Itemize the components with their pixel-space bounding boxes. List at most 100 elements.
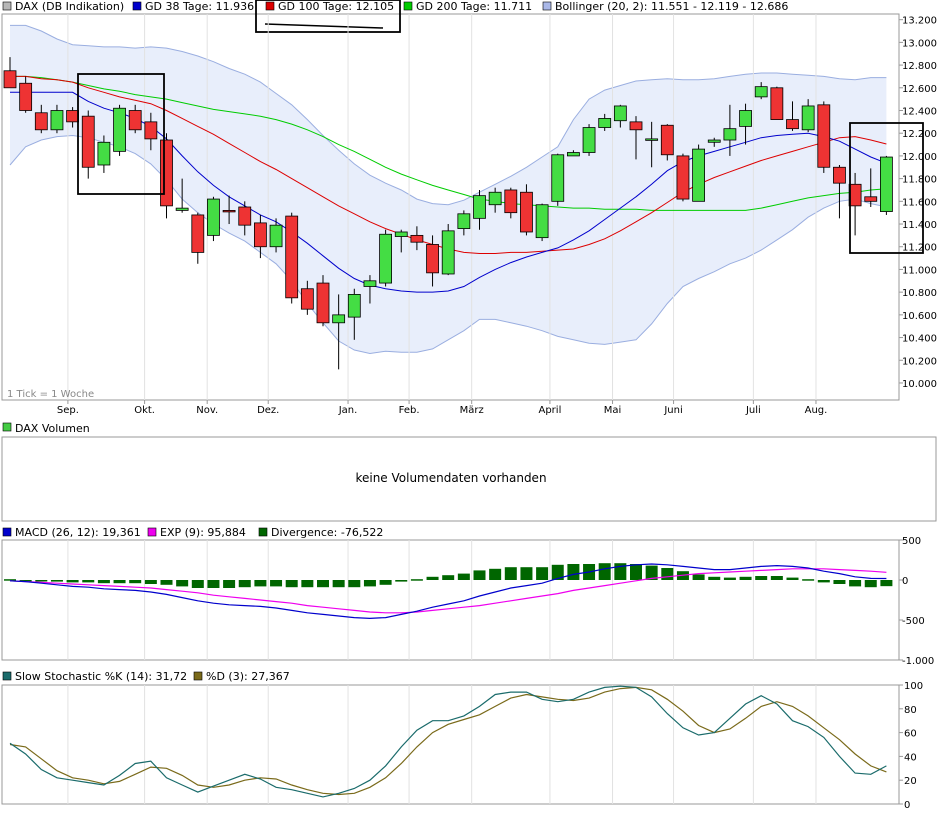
macd-panel: MACD (26, 12): 19,361 EXP (9): 95,884 Dive… bbox=[1, 526, 934, 667]
divergence-bar-4 bbox=[66, 580, 79, 583]
divergence-bar-16 bbox=[254, 580, 267, 587]
macd-divergence-bars bbox=[4, 563, 893, 588]
macd-ytick-label-0: -1.000 bbox=[902, 656, 934, 667]
divergence-bar-1 bbox=[19, 580, 32, 582]
candle-body-51 bbox=[801, 105, 815, 131]
x-tick-label-6: März bbox=[460, 405, 484, 416]
legend-label-2: Divergence: -76,522 bbox=[271, 526, 383, 539]
legend-swatch-4 bbox=[542, 1, 552, 11]
candle-body-17 bbox=[269, 224, 283, 248]
divergence-bar-49 bbox=[770, 576, 783, 580]
stoch-ytick-label-3: 60 bbox=[904, 729, 917, 740]
exp-line bbox=[9, 568, 887, 614]
candle-body-29 bbox=[457, 213, 471, 229]
stochastic-panel-frame bbox=[1, 684, 900, 805]
divergence-bar-53 bbox=[833, 580, 846, 584]
divergence-bar-55 bbox=[864, 580, 877, 588]
price-ytick-label-2: 10.400 bbox=[902, 334, 937, 345]
price-x-axis: Sep. Okt. Nov. Dez. Jan. Feb. März April Mai Juni… bbox=[57, 400, 827, 416]
legend-label-1: EXP (9): 95,884 bbox=[160, 526, 246, 539]
x-tick-label-5: Feb. bbox=[399, 405, 420, 416]
legend-label-4: Bollinger (20, 2): 11.551 - 12.119 - 12.… bbox=[555, 0, 788, 13]
stoch-d-line bbox=[9, 686, 887, 796]
divergence-bar-6 bbox=[97, 580, 110, 584]
legend-label-1: %D (3): 27,367 bbox=[206, 670, 290, 683]
stoch-k-line bbox=[9, 685, 887, 798]
candle-body-26 bbox=[410, 234, 424, 243]
candle-body-11 bbox=[175, 207, 189, 211]
legend-swatch-2 bbox=[265, 1, 275, 11]
divergence-bar-44 bbox=[692, 574, 705, 580]
divergence-bar-15 bbox=[238, 580, 251, 588]
divergence-bar-33 bbox=[520, 567, 533, 580]
price-ytick-label-12: 12.400 bbox=[902, 107, 937, 118]
divergence-bar-17 bbox=[270, 580, 283, 587]
price-ytick-label-1: 10.200 bbox=[902, 356, 937, 367]
legend-label-0: MACD (26, 12): 19,361 bbox=[15, 526, 141, 539]
macd-lines bbox=[9, 563, 887, 620]
divergence-bar-12 bbox=[191, 580, 204, 588]
candle-body-22 bbox=[347, 294, 361, 318]
x-tick-label-4: Jan. bbox=[338, 405, 358, 416]
candle-body-53 bbox=[833, 166, 846, 184]
candle-body-49 bbox=[770, 87, 784, 120]
divergence-bar-5 bbox=[82, 580, 95, 583]
candle-body-45 bbox=[707, 139, 721, 143]
divergence-bar-11 bbox=[176, 580, 189, 587]
volume-panel-frame bbox=[1, 436, 937, 522]
macd-ytick-label-1: -500 bbox=[902, 616, 925, 627]
price-ytick-label-5: 11.000 bbox=[902, 265, 937, 276]
bollinger-lower-line bbox=[9, 134, 887, 355]
divergence-bar-8 bbox=[129, 580, 142, 584]
price-ytick-label-4: 10.800 bbox=[902, 288, 937, 299]
x-tick-label-0: Sep. bbox=[57, 405, 79, 416]
divergence-bar-52 bbox=[817, 580, 830, 583]
bollinger-band-fill bbox=[10, 25, 887, 354]
candle-body-40 bbox=[629, 121, 643, 131]
legend-label-0: Slow Stochastic %K (14): 31,72 bbox=[15, 670, 187, 683]
highlight-legend-box bbox=[255, 0, 401, 33]
divergence-bar-36 bbox=[567, 564, 580, 580]
stochastic-lines bbox=[9, 685, 887, 798]
volume-message: keine Volumendaten vorhanden bbox=[355, 471, 546, 485]
divergence-bar-2 bbox=[35, 580, 48, 582]
stoch-ytick-label-0: 0 bbox=[904, 800, 910, 811]
price-x-gridlines bbox=[67, 14, 817, 400]
candle-body-19 bbox=[300, 288, 314, 310]
divergence-bar-9 bbox=[144, 580, 157, 584]
divergence-bar-10 bbox=[160, 580, 173, 585]
legend-swatch-1 bbox=[193, 671, 203, 681]
x-tick-label-3: Dez. bbox=[257, 405, 279, 416]
divergence-bar-45 bbox=[708, 576, 721, 580]
stoch-ytick-label-5: 100 bbox=[904, 681, 923, 692]
divergence-bar-18 bbox=[285, 580, 298, 588]
candle-body-56 bbox=[880, 156, 893, 212]
candle-body-7 bbox=[113, 107, 126, 152]
x-tick-label-10: Juli bbox=[745, 405, 761, 416]
candle-body-42 bbox=[660, 124, 674, 156]
legend-swatch-1 bbox=[132, 1, 142, 11]
macd-ytick-label-2: 0 bbox=[902, 576, 908, 587]
divergence-bar-41 bbox=[645, 565, 658, 580]
legend-swatch-0 bbox=[2, 671, 12, 681]
candle-body-5 bbox=[81, 115, 95, 168]
candle-body-20 bbox=[316, 282, 330, 324]
macd-panel-frame bbox=[1, 539, 900, 661]
x-tick-label-9: Juni bbox=[663, 405, 682, 416]
candle-body-9 bbox=[144, 121, 158, 140]
stoch-ytick-label-2: 40 bbox=[904, 752, 917, 763]
candle-body-46 bbox=[723, 128, 737, 141]
divergence-bar-13 bbox=[207, 580, 220, 588]
legend-underline-stroke bbox=[264, 23, 384, 29]
divergence-bar-31 bbox=[489, 568, 502, 580]
divergence-bar-46 bbox=[723, 577, 736, 580]
candle-body-25 bbox=[394, 231, 408, 237]
price-ytick-label-8: 11.600 bbox=[902, 197, 937, 208]
candle-body-39 bbox=[613, 105, 627, 122]
price-ytick-label-3: 10.600 bbox=[902, 311, 937, 322]
stoch-ytick-label-4: 80 bbox=[904, 705, 917, 716]
divergence-bar-26 bbox=[410, 579, 423, 581]
candle-body-4 bbox=[66, 110, 79, 123]
macd-legend: MACD (26, 12): 19,361 EXP (9): 95,884 Dive… bbox=[2, 526, 383, 539]
price-ytick-label-10: 12.000 bbox=[902, 152, 937, 163]
